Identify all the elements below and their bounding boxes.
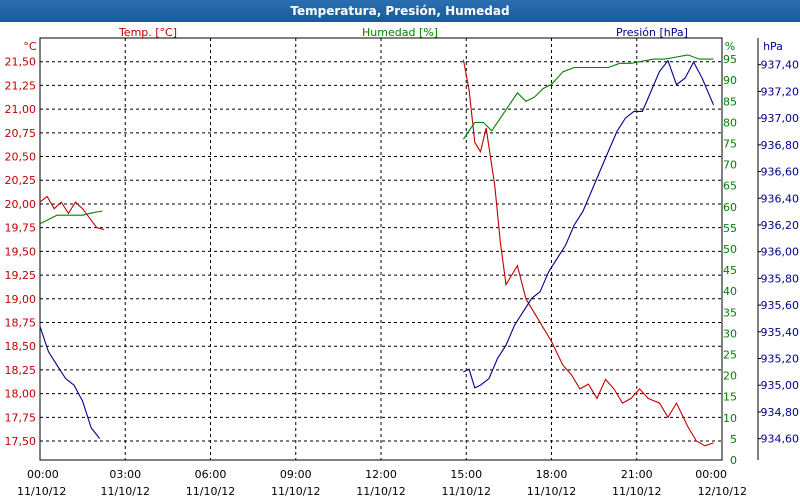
chart-title: Temperatura, Presión, Humedad xyxy=(0,0,800,22)
x-tick-date-label: 12/10/12 xyxy=(698,485,747,498)
x-tick-time-label: 15:00 xyxy=(450,468,482,481)
pressure-tick-label: 936,00 xyxy=(761,246,800,259)
temp-tick-label: 18,50 xyxy=(5,340,37,353)
humidity-tick-label: 95 xyxy=(723,53,737,66)
grid-lines xyxy=(40,38,722,460)
axis-labels: 00:00 11/10/12 03:00 11/10/12 06:00 11/10/12 0… xyxy=(5,26,800,498)
x-tick-date-label: 11/10/12 xyxy=(271,485,320,498)
x-tick-date-label: 11/10/12 xyxy=(356,485,405,498)
x-tick-date-label: 11/10/12 xyxy=(527,485,576,498)
x-tick-time-label: 03:00 xyxy=(109,468,141,481)
x-tick-date-label: 11/10/12 xyxy=(17,485,66,498)
humidity-tick-label: 85 xyxy=(723,95,737,108)
humidity-tick-label: 70 xyxy=(723,159,737,172)
temp-tick-label: 20,25 xyxy=(5,174,37,187)
x-tick-time-label: 09:00 xyxy=(280,468,312,481)
temp-tick-label: 21,25 xyxy=(5,79,37,92)
pressure-tick-label: 934,80 xyxy=(761,406,800,419)
chart-canvas: 00:00 11/10/12 03:00 11/10/12 06:00 11/10/12 0… xyxy=(5,26,800,498)
temp-tick-label: 19,25 xyxy=(5,269,37,282)
humidity-tick-label: 90 xyxy=(723,74,737,87)
temp-tick-label: 21,50 xyxy=(5,56,37,69)
x-tick-time-label: 21:00 xyxy=(621,468,653,481)
humidity-tick-label: 55 xyxy=(723,222,737,235)
series-lines xyxy=(39,54,715,447)
temp-tick-label: 18,25 xyxy=(5,364,37,377)
humidity-tick-label: 5 xyxy=(730,433,737,446)
humidity-tick-label: 15 xyxy=(723,391,737,404)
x-tick-time-label: 18:00 xyxy=(536,468,568,481)
humidity-axis-label: Humedad [%] xyxy=(362,26,438,39)
series-line-temp xyxy=(462,59,714,447)
series-line-hum xyxy=(462,54,714,140)
humidity-tick-label: 0 xyxy=(730,454,737,467)
x-tick-time-label: 12:00 xyxy=(365,468,397,481)
pressure-tick-label: 936,80 xyxy=(761,139,800,152)
humidity-tick-label: 30 xyxy=(723,327,737,340)
temp-axis-unit: °C xyxy=(23,40,37,53)
x-tick-date-label: 11/10/12 xyxy=(442,485,491,498)
humidity-tick-label: 25 xyxy=(723,349,737,362)
humidity-tick-label: 80 xyxy=(723,116,737,129)
pressure-tick-label: 937,00 xyxy=(761,112,800,125)
x-tick-date-label: 11/10/12 xyxy=(186,485,235,498)
pressure-axis-unit: hPa xyxy=(763,40,783,53)
x-tick-date-label: 11/10/12 xyxy=(101,485,150,498)
x-tick-time-label: 00:00 xyxy=(695,468,727,481)
pressure-tick-label: 934,60 xyxy=(761,433,800,446)
pressure-tick-label: 935,40 xyxy=(761,326,800,339)
temp-tick-label: 20,50 xyxy=(5,151,37,164)
pressure-tick-label: 935,60 xyxy=(761,299,800,312)
humidity-tick-label: 45 xyxy=(723,264,737,277)
humidity-tick-label: 10 xyxy=(723,412,737,425)
temp-tick-label: 17,75 xyxy=(5,411,37,424)
temp-tick-label: 18,75 xyxy=(5,316,37,329)
pressure-tick-label: 936,20 xyxy=(761,219,800,232)
humidity-axis-unit: % xyxy=(725,40,735,53)
pressure-axis-label: Presión [hPa] xyxy=(616,26,688,39)
x-tick-date-label: 11/10/12 xyxy=(612,485,661,498)
series-line-temp xyxy=(39,195,105,231)
humidity-tick-label: 50 xyxy=(723,243,737,256)
temp-tick-label: 20,00 xyxy=(5,198,37,211)
pressure-tick-label: 935,80 xyxy=(761,272,800,285)
humidity-tick-label: 75 xyxy=(723,138,737,151)
series-line-pres xyxy=(463,59,715,389)
temp-tick-label: 18,00 xyxy=(5,388,37,401)
temp-tick-label: 19,00 xyxy=(5,293,37,306)
pressure-tick-label: 935,20 xyxy=(761,353,800,366)
x-tick-time-label: 00:00 xyxy=(27,468,59,481)
humidity-tick-label: 60 xyxy=(723,201,737,214)
pressure-tick-label: 935,00 xyxy=(761,379,800,392)
pressure-tick-label: 936,40 xyxy=(761,192,800,205)
temp-tick-label: 17,50 xyxy=(5,435,37,448)
temp-tick-label: 19,75 xyxy=(5,222,37,235)
series-line-pres xyxy=(39,326,101,439)
temp-tick-label: 21,00 xyxy=(5,103,37,116)
pressure-tick-label: 936,60 xyxy=(761,166,800,179)
pressure-tick-label: 937,40 xyxy=(761,59,800,72)
temp-tick-label: 19,50 xyxy=(5,245,37,258)
pressure-tick-label: 937,20 xyxy=(761,85,800,98)
humidity-tick-label: 20 xyxy=(723,370,737,383)
humidity-tick-label: 35 xyxy=(723,306,737,319)
temp-tick-label: 20,75 xyxy=(5,127,37,140)
humidity-tick-label: 65 xyxy=(723,180,737,193)
humidity-tick-label: 40 xyxy=(723,285,737,298)
x-tick-time-label: 06:00 xyxy=(195,468,227,481)
temp-axis-label: Temp. [°C] xyxy=(118,26,177,39)
series-line-hum xyxy=(39,210,103,225)
